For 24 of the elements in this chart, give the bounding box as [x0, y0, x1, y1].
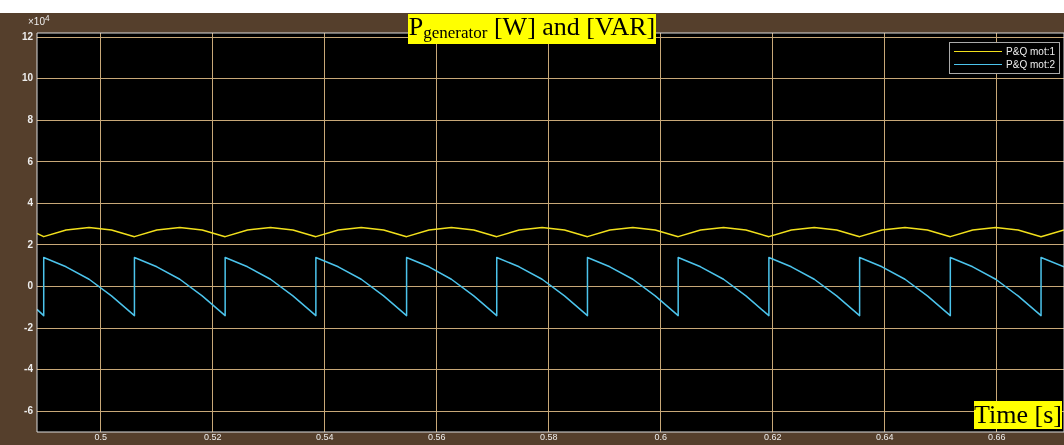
y-tick-label: -6	[24, 404, 34, 416]
x-tick-label: 0.52	[204, 431, 222, 442]
x-tick-label: 0.54	[316, 431, 334, 442]
legend-label: P&Q mot:2	[1006, 59, 1055, 70]
y-tick-label: 10	[21, 72, 34, 84]
y-tick-label: 12	[21, 30, 34, 42]
y-tick-label: 4	[27, 197, 34, 209]
legend-label: P&Q mot:1	[1006, 46, 1055, 57]
x-tick-label: 0.58	[540, 431, 558, 442]
x-tick-label: 0.56	[428, 431, 446, 442]
x-tick-label: 0.64	[876, 431, 894, 442]
y-tick-label: 2	[27, 238, 34, 250]
x-tick-label: 0.62	[764, 431, 782, 442]
x-tick-label: 0.66	[988, 431, 1006, 442]
x-tick-label: 0.5	[94, 431, 108, 442]
y-tick-label: -2	[24, 321, 34, 333]
y-tick-label: 8	[27, 114, 34, 126]
y-tick-label: 0	[27, 280, 34, 292]
x-tick-label: 0.6	[654, 431, 668, 442]
x-axis-title: Time [s]	[974, 400, 1062, 429]
text: ×10$^{4}$	[28, 13, 50, 28]
chart-title: P$_{generator}$ [W] and [VAR]	[407, 12, 657, 44]
y-tick-label: 6	[27, 155, 34, 167]
y-tick-label: -4	[24, 363, 34, 375]
